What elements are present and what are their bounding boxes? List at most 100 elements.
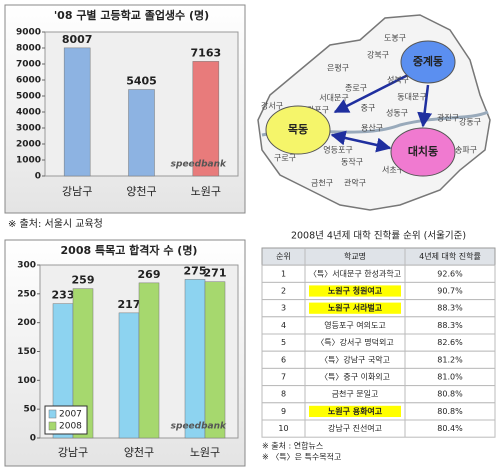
y-tick-label: 100 [17,376,36,386]
value-label: 233 [52,289,75,302]
watermark: speedbank [171,422,227,432]
source-note: ※ 출처: 서울시 교육청 [8,218,103,230]
row-highlight [309,285,401,297]
bar [192,61,220,177]
district-label: 강동구 [459,117,481,127]
district-label: 도봉구 [384,34,406,43]
district-label: 송파구 [455,146,477,155]
table-cell: 강남구 진선여고 [328,423,382,433]
district-label: 강서구 [261,101,283,111]
district-label: 광진구 [437,113,459,123]
table-cell: 9 [281,407,286,416]
y-tick-label: 300 [17,261,36,271]
table-header: 학교명 [344,251,366,261]
district-label: 성북구 [387,76,409,85]
district-label: 종로구 [345,84,367,93]
table-cell: 1 [281,269,286,278]
y-tick-label: 150 [17,347,36,357]
value-label: 269 [138,268,161,281]
table-title: 2008년 4년제 대학 진학률 순위 (서울기준) [291,230,466,242]
y-tick-label: 50 [23,405,36,415]
table-cell: 80.8% [437,407,463,416]
table-cell: 81.0% [437,373,463,382]
x-tick-label: 노원구 [190,446,220,459]
value-label: 8007 [62,33,93,46]
table-cell: 〈특〉서대문구 한성과학고 [309,268,401,278]
district-label: 동작구 [341,157,363,167]
chart-title: '08 구별 고등학교 졸업생수 (명) [54,8,209,22]
table-cell: 90.7% [437,287,463,296]
table-row [261,419,496,438]
table-header: 4년제 대학 진학률 [419,251,481,261]
table-cell: 7 [281,373,286,382]
table-cell: 6 [281,355,286,364]
table-cell: 5 [281,338,286,347]
bar [118,312,140,439]
highlight-label: 대치동 [408,144,438,158]
district-label: 은평구 [327,63,349,73]
y-tick-label: 5000 [16,92,41,102]
table-cell: 〈특〉강남구 국악고 [320,354,390,364]
arrow [330,130,392,153]
row-highlight [309,405,401,417]
table-cell: 2 [281,287,286,296]
bar [128,89,155,177]
value-label: 259 [72,274,95,287]
legend-swatch [48,421,57,431]
district-label: 용산구 [361,123,383,133]
highlight-area [265,105,331,155]
table-cell: 88.3% [437,321,463,330]
arrow [417,84,433,128]
value-label: 271 [204,267,227,280]
district-label: 구로구 [274,154,296,163]
table-cell: 8 [281,390,286,399]
table-cell: 10 [278,424,288,433]
district-label: 금천구 [311,178,333,188]
row-highlight [309,302,401,314]
table-cell: 80.4% [437,424,463,433]
table-cell: 노원구 용화여고 [328,406,383,416]
district-label: 서초구 [382,166,404,175]
bar [138,282,160,439]
highlight-area [400,40,456,84]
y-tick-label: 0 [30,434,36,444]
table-cell: 영등포구 여의도고 [324,320,385,330]
district-label: 관악구 [344,178,366,188]
x-tick-label: 강남구 [58,446,88,459]
y-tick-label: 2000 [16,140,41,150]
table-cell: 노원구 청원여고 [328,286,383,296]
district-label: 마포구 [307,106,329,115]
table-cell: 81.2% [437,355,463,364]
table-cell: 노원구 서라벌고 [328,303,383,313]
table-cell: 〈특〉강서구 명덕외고 [316,337,393,347]
value-label: 5405 [126,75,157,88]
highlight-area [390,127,456,177]
table-cell: 3 [281,304,286,313]
y-tick-label: 0 [35,172,41,182]
x-tick-label: 강남구 [62,185,92,198]
table-note: ※ 출처 : 연합뉴스 [262,441,323,451]
y-tick-label: 9000 [16,28,41,38]
table-note: ※ 〈특〉은 특수목적고 [262,452,341,462]
watermark: speedbank [171,160,227,170]
district-label: 동대문구 [397,93,426,102]
value-label: 7163 [191,46,222,59]
legend-label: 2007 [59,410,82,420]
district-label: 중구 [361,104,376,113]
table-cell: 금천구 문일고 [332,389,379,399]
x-tick-label: 양천구 [126,184,156,198]
table-cell: 4 [281,321,286,330]
district-label: 서대문구 [319,94,348,103]
chart-title: 2008 특목고 합격자 수 (명) [61,243,198,257]
value-label: 275 [184,264,207,277]
y-tick-label: 7000 [16,60,41,70]
y-tick-label: 200 [17,318,36,328]
y-tick-label: 1000 [16,156,41,166]
legend-label: 2008 [59,422,82,432]
table-cell: 92.6% [437,269,463,278]
value-label: 217 [118,298,141,311]
table-cell: 〈특〉중구 이화외고 [320,372,390,382]
y-tick-label: 4000 [16,108,41,118]
